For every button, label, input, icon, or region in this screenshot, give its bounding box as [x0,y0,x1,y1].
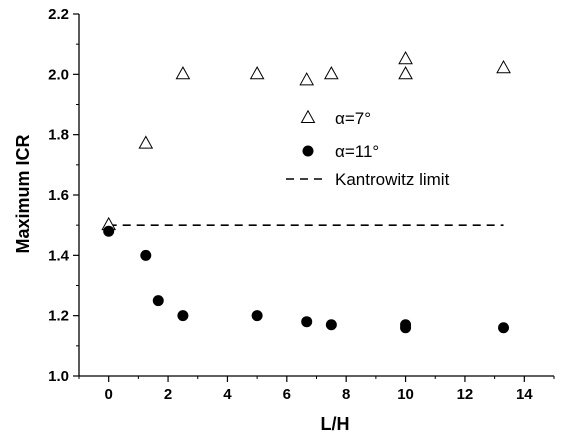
data-point-alpha-7 [398,66,413,80]
data-point-alpha-7 [175,66,191,80]
y-axis-label: Maximum ICR [13,134,33,253]
data-point-alpha-11 [301,316,313,328]
x-tick-label: 4 [223,386,232,403]
x-axis-label: L/H [321,414,350,434]
data-point-alpha-11 [177,310,189,322]
legend-marker-alpha-11 [302,145,314,157]
data-point-alpha-7 [138,135,154,149]
data-point-alpha-11 [251,310,263,322]
data-point-alpha-11 [498,322,510,334]
x-tick-label: 2 [164,386,172,403]
data-points [101,50,511,334]
legend-label: α=7° [335,109,371,128]
y-tick-label: 2.2 [48,6,69,23]
y-tick-label: 1.6 [48,187,69,204]
legend-marker-alpha-7 [300,109,316,123]
data-point-alpha-11 [140,249,152,261]
y-tick-label: 1.4 [48,247,70,264]
data-point-alpha-11 [152,295,164,307]
data-point-alpha-11 [103,225,115,237]
legend: α=7° α=11° Kantrowitz limit [286,109,450,189]
x-tick-label: 12 [457,386,474,403]
legend-label: Kantrowitz limit [335,170,450,189]
x-tick-label: 10 [397,386,414,403]
x-tick-label: 14 [516,386,533,403]
data-point-alpha-11 [325,319,337,331]
legend-label: α=11° [335,142,379,161]
x-tick-label: 0 [105,386,113,403]
x-tick-label: 6 [283,386,291,403]
data-point-alpha-7 [398,50,413,65]
y-tick-label: 2.0 [48,66,69,83]
data-point-alpha-7 [496,60,511,74]
data-point-alpha-11 [400,322,412,334]
y-tick-label: 1.2 [48,308,69,325]
y-tick-label: 1.0 [48,368,69,385]
x-tick-label: 8 [342,386,350,403]
data-point-alpha-7 [299,72,315,86]
ticks: 0 2 4 6 8 10 12 14 1.0 1.2 1.4 1.6 1.8 2.0 2.2 [48,6,555,403]
y-tick-label: 1.8 [48,127,69,144]
data-point-alpha-7 [323,66,339,80]
data-point-alpha-7 [249,66,265,80]
axes [78,14,554,377]
